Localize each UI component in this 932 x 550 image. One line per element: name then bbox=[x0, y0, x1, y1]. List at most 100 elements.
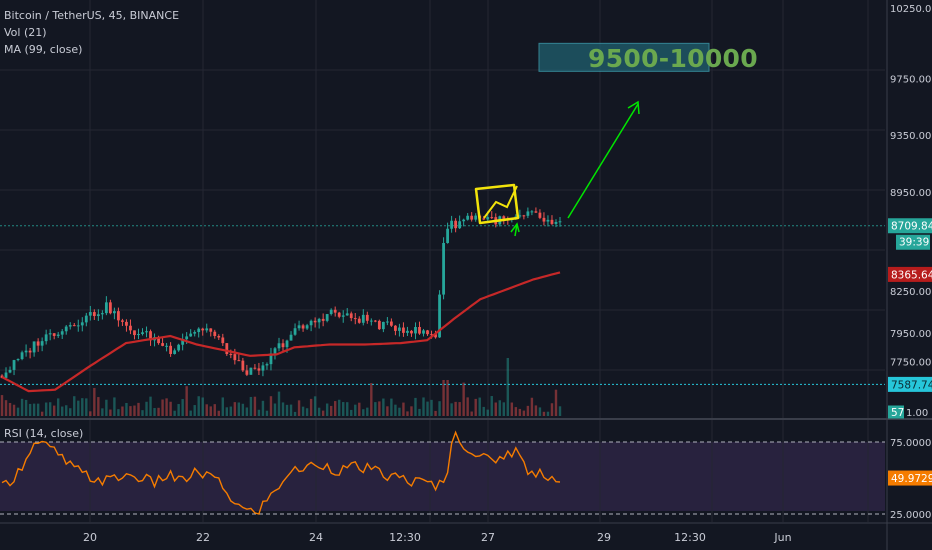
candle-body bbox=[277, 343, 281, 349]
volume-bar bbox=[249, 396, 253, 416]
volume-bar bbox=[121, 406, 124, 416]
candle-body bbox=[217, 336, 221, 338]
rsi-legend[interactable]: RSI (14, close) bbox=[4, 427, 84, 440]
candle-body bbox=[530, 211, 534, 213]
volume-bar bbox=[237, 402, 241, 416]
candle-body bbox=[80, 322, 84, 326]
projection-arrows bbox=[510, 100, 640, 237]
volume-bars bbox=[0, 358, 562, 416]
candle-body bbox=[48, 333, 52, 335]
volume-bar bbox=[474, 398, 477, 416]
time-tick-label: 22 bbox=[196, 531, 210, 544]
candle-body bbox=[265, 364, 269, 366]
candle-body bbox=[438, 294, 441, 338]
volume-bar bbox=[550, 403, 554, 416]
volume-bar bbox=[430, 399, 433, 416]
candle-body bbox=[137, 334, 140, 336]
last-price-tag: 8709.84 bbox=[891, 221, 932, 233]
candle-body bbox=[482, 218, 486, 220]
candle-body bbox=[353, 318, 357, 320]
volume-bar bbox=[406, 411, 409, 416]
candle-body bbox=[4, 372, 8, 378]
candle-body bbox=[301, 325, 305, 329]
volume-bar bbox=[109, 409, 112, 416]
symbol-legend[interactable]: Bitcoin / TetherUS, 45, BINANCE bbox=[4, 9, 180, 22]
volume-bar bbox=[350, 409, 353, 416]
candle-body bbox=[297, 325, 301, 329]
volume-bar bbox=[498, 400, 501, 416]
candle-body bbox=[8, 369, 12, 373]
candle-body bbox=[542, 217, 546, 222]
volume-bar bbox=[281, 402, 285, 416]
candle-body bbox=[317, 318, 321, 323]
candle-body bbox=[518, 215, 522, 217]
candle-body bbox=[161, 343, 164, 346]
volume-bar bbox=[293, 411, 297, 416]
volume-bar bbox=[65, 405, 68, 416]
candle-body bbox=[526, 211, 530, 216]
volume-bar bbox=[273, 403, 277, 416]
volume-bar bbox=[482, 406, 485, 416]
time-tick-label: 29 bbox=[597, 531, 611, 544]
volume-bar bbox=[177, 404, 180, 416]
candle-body bbox=[104, 302, 108, 314]
time-tick-label: 27 bbox=[481, 531, 495, 544]
volume-bar bbox=[470, 411, 473, 416]
candle-body bbox=[558, 221, 562, 223]
volume-bar bbox=[189, 410, 192, 416]
candle-body bbox=[205, 328, 209, 331]
volume-bar bbox=[506, 358, 510, 416]
candle-body bbox=[245, 370, 249, 375]
candle-body bbox=[309, 320, 313, 326]
candle-body bbox=[28, 350, 32, 353]
volume-bar bbox=[454, 401, 457, 416]
candle-body bbox=[486, 217, 490, 220]
last-price-tag-bg bbox=[888, 218, 932, 234]
volume-bar bbox=[358, 402, 361, 416]
time-tick-label: 12:30 bbox=[674, 531, 706, 544]
candle-body bbox=[554, 221, 558, 224]
volume-bar bbox=[161, 399, 164, 416]
volume-bar bbox=[69, 408, 72, 416]
volume-legend[interactable]: Vol (21) bbox=[4, 26, 47, 39]
candle-body bbox=[538, 212, 542, 218]
candle-body bbox=[422, 330, 425, 334]
volume-bar bbox=[217, 410, 220, 416]
candle-body bbox=[281, 343, 285, 348]
candle-body bbox=[133, 330, 136, 336]
rsi-line bbox=[1, 430, 561, 515]
volume-bar bbox=[213, 404, 216, 416]
volume-bar bbox=[486, 409, 489, 416]
volume-axis-label: 1.00 bbox=[906, 408, 928, 419]
candle-body bbox=[125, 321, 128, 326]
candle-body bbox=[16, 359, 20, 361]
volume-bar bbox=[526, 405, 530, 416]
volume-bar bbox=[77, 400, 80, 416]
ma-legend[interactable]: MA (99, close) bbox=[4, 43, 83, 56]
volume-bar bbox=[253, 396, 257, 416]
volume-bar bbox=[4, 400, 8, 416]
volume-bar bbox=[333, 401, 337, 416]
volume-bar bbox=[458, 402, 461, 416]
candle-body bbox=[100, 313, 104, 315]
candle-body bbox=[169, 345, 173, 354]
volume-bar bbox=[185, 386, 188, 416]
candle-body bbox=[361, 314, 365, 323]
volume-bar bbox=[317, 407, 321, 416]
volume-bar bbox=[277, 391, 281, 416]
candle-body bbox=[345, 313, 349, 316]
volume-bar bbox=[305, 408, 309, 416]
volume-bar bbox=[494, 402, 497, 416]
candle-body bbox=[20, 352, 24, 360]
volume-bar bbox=[422, 397, 425, 416]
flag-pattern-sketch bbox=[474, 183, 520, 225]
candle-body bbox=[185, 336, 189, 340]
candle-body bbox=[414, 327, 417, 334]
candle-body bbox=[197, 328, 201, 333]
volume-bar bbox=[93, 387, 96, 416]
volume-bar bbox=[370, 383, 373, 416]
volume-bar bbox=[554, 389, 558, 416]
price-tick-label: 7750.00 bbox=[890, 357, 931, 368]
volume-bar bbox=[346, 402, 349, 416]
